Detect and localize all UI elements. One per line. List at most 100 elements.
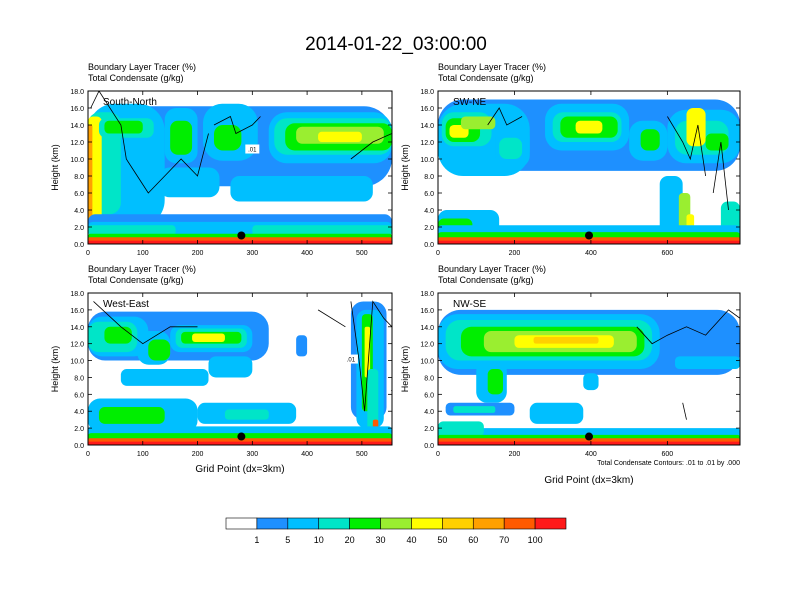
panel-sw-ne: SW-NE Boundary Layer Tracer (%)Total Cond…: [400, 62, 741, 257]
tracer-region: [583, 373, 599, 391]
condensate-contour: [213, 115, 261, 135]
y-axis-label: Height (km): [400, 144, 410, 191]
x-tick-label: 500: [356, 250, 368, 257]
x-axis-label: Grid Point (dx=3km): [195, 464, 284, 475]
tracer-region: [686, 108, 706, 147]
x-tick-label: 400: [585, 451, 597, 458]
colorbar-swatch: [225, 517, 258, 530]
y-tick-label: 8.0: [424, 375, 434, 382]
x-tick-label: 0: [86, 451, 90, 458]
y-tick-label: 14.0: [420, 325, 434, 332]
contour-footnote: Total Condensate Contours: .01 to .01 by…: [597, 460, 740, 467]
colorbar-label: 60: [468, 535, 478, 545]
tracer-region: [659, 176, 683, 240]
colorbar: 1 5 10 20 30 40 50 60 70 100: [225, 517, 567, 545]
y-axis-label: Height (km): [50, 144, 60, 191]
condensate-contour: [350, 133, 392, 160]
tracer-region: [364, 326, 371, 378]
tracer-region: [296, 335, 308, 357]
y-tick-label: 6.0: [74, 392, 84, 399]
tracer-region: [224, 409, 269, 420]
colorbar-swatch: [534, 517, 567, 530]
panel-title-line: Boundary Layer Tracer (%): [88, 62, 196, 72]
x-tick-label: 0: [436, 250, 440, 257]
colorbar-label: 5: [285, 535, 290, 545]
y-tick-label: 12.0: [70, 140, 84, 147]
panel-title-line: Boundary Layer Tracer (%): [88, 264, 196, 274]
x-tick-label: 200: [509, 451, 521, 458]
tracer-region: [88, 441, 392, 445]
contour-label-bg: [387, 384, 392, 394]
tracer-region: [438, 421, 484, 437]
x-tick-label: 0: [86, 250, 90, 257]
tracer-region: [640, 129, 660, 151]
tracer-region: [705, 133, 729, 151]
y-tick-label: 14.0: [420, 123, 434, 130]
panel-west-east: .01 .01 West-East Boundary Layer Tracer (%)…: [50, 264, 393, 475]
condensate-contour: [317, 309, 346, 328]
y-tick-label: 18.0: [70, 291, 84, 298]
y-tick-label: 10.0: [70, 157, 84, 164]
x-tick-label: 200: [192, 451, 204, 458]
tracer-region: [438, 441, 740, 445]
plot-area: [438, 91, 740, 244]
tracer-region: [104, 120, 143, 134]
cross-section-label: NW-SE: [453, 299, 486, 310]
tracer-region: [230, 176, 373, 202]
y-tick-label: 0.0: [424, 242, 434, 249]
y-tick-label: 8.0: [424, 174, 434, 181]
y-tick-label: 8.0: [74, 375, 84, 382]
condensate-contour: [682, 402, 687, 420]
y-tick-label: 6.0: [424, 392, 434, 399]
y-tick-label: 12.0: [420, 342, 434, 349]
contour-label: .01: [347, 358, 356, 364]
location-marker: [237, 432, 246, 441]
x-tick-label: 400: [301, 451, 313, 458]
cross-section-label: South-North: [103, 97, 157, 108]
location-marker: [585, 231, 593, 240]
contour-label-bg: [245, 144, 260, 154]
colorbar-label: 70: [499, 535, 509, 545]
y-tick-label: 16.0: [420, 308, 434, 315]
y-tick-label: 2.0: [424, 225, 434, 232]
cross-section-label: SW-NE: [453, 97, 486, 108]
x-tick-label: 600: [662, 250, 674, 257]
y-tick-label: 14.0: [70, 123, 84, 130]
colorbar-label: 30: [376, 535, 386, 545]
y-tick-label: 10.0: [420, 359, 434, 366]
tracer-region: [148, 339, 171, 361]
y-tick-label: 2.0: [74, 426, 84, 433]
y-tick-label: 6.0: [74, 191, 84, 198]
colorbar-swatch: [349, 517, 381, 530]
colorbar-label: 1: [254, 535, 259, 545]
y-tick-label: 16.0: [420, 106, 434, 113]
colorbar-swatch: [411, 517, 443, 530]
colorbar-swatch: [287, 517, 320, 530]
tracer-region: [529, 402, 584, 424]
contour-label-bg: [343, 354, 358, 364]
x-tick-label: 400: [301, 250, 313, 257]
tracer-region: [453, 406, 496, 413]
x-tick-label: 200: [509, 250, 521, 257]
cross-section-label: West-East: [103, 299, 149, 310]
x-tick-label: 100: [137, 451, 149, 458]
x-axis-label: Grid Point (dx=3km): [544, 475, 633, 486]
y-tick-label: 12.0: [70, 342, 84, 349]
panel-title-line: Total Condensate (g/kg): [438, 73, 534, 83]
tracer-region: [170, 120, 193, 155]
condensate-contour: [93, 301, 198, 345]
x-tick-label: 300: [246, 250, 258, 257]
y-tick-label: 14.0: [70, 325, 84, 332]
x-tick-label: 600: [662, 451, 674, 458]
panel-title-line: Boundary Layer Tracer (%): [438, 264, 546, 274]
tracer-region: [499, 137, 523, 159]
x-tick-label: 500: [356, 451, 368, 458]
y-axis-label: Height (km): [50, 346, 60, 393]
tracer-region: [318, 131, 362, 142]
x-tick-label: 100: [137, 250, 149, 257]
tracer-region: [192, 333, 225, 342]
condensate-contour: [667, 116, 706, 177]
colorbar-label: 100: [528, 535, 543, 545]
tracer-region: [213, 125, 242, 151]
